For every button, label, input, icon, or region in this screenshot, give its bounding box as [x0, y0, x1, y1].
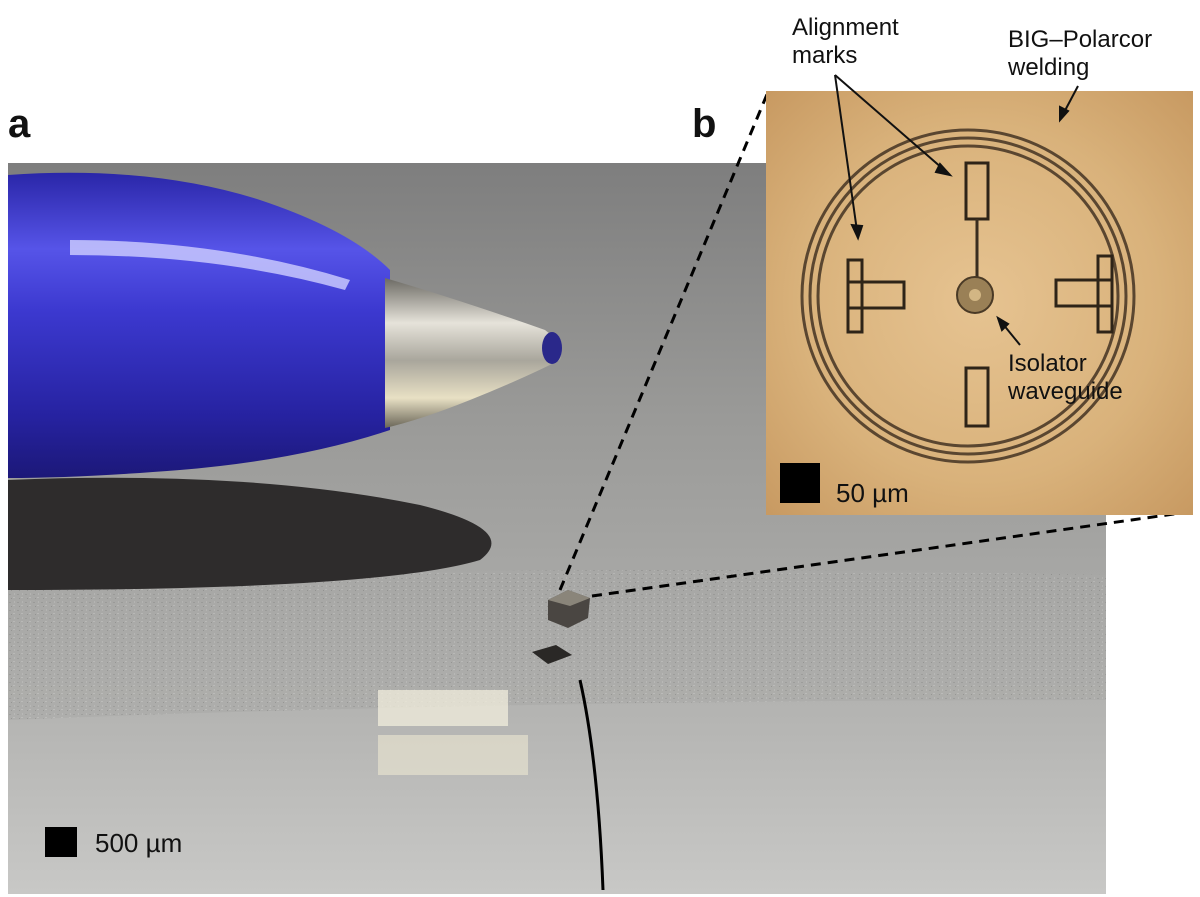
zoom-line-bottom — [591, 510, 1189, 598]
alignment-marks-label: Alignment marks — [792, 14, 899, 69]
panel-a-photo — [8, 163, 1106, 894]
panel-b-letter: b — [692, 102, 717, 146]
panel-b-micrograph — [766, 91, 1193, 515]
zoom-line-top — [558, 91, 770, 591]
scale-bar-b — [780, 463, 820, 503]
scale-bar-a-label: 500 µm — [95, 828, 183, 858]
annotation-arrows — [834, 74, 1079, 346]
welding-label: BIG–Polarcor welding — [1008, 26, 1153, 81]
isolator-waveguide-label: Isolator waveguide — [1008, 350, 1123, 405]
panel-a-letter: a — [8, 102, 31, 146]
scale-bar-a — [45, 827, 77, 857]
scale-bar-b-label: 50 µm — [836, 478, 909, 508]
